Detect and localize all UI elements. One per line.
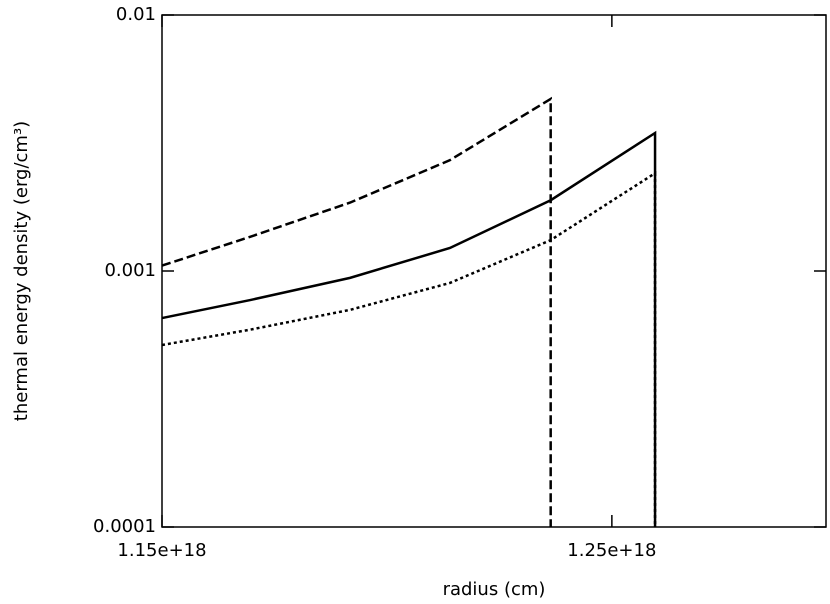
line-series — [161, 130, 657, 527]
y-tick-label: 0.01 — [116, 4, 156, 25]
x-axis-label: radius (cm) — [443, 579, 546, 600]
x-tick-label: 1.15e+18 — [117, 540, 206, 561]
plot-frame — [161, 14, 827, 528]
line-series — [161, 170, 657, 527]
y-tick-label: 0.0001 — [93, 516, 156, 537]
y-tick-label: 0.001 — [104, 260, 156, 281]
line-series — [161, 96, 552, 527]
x-tick-label: 1.25e+18 — [567, 540, 656, 561]
y-axis-label: thermal energy density (erg/cm³) — [11, 121, 32, 421]
